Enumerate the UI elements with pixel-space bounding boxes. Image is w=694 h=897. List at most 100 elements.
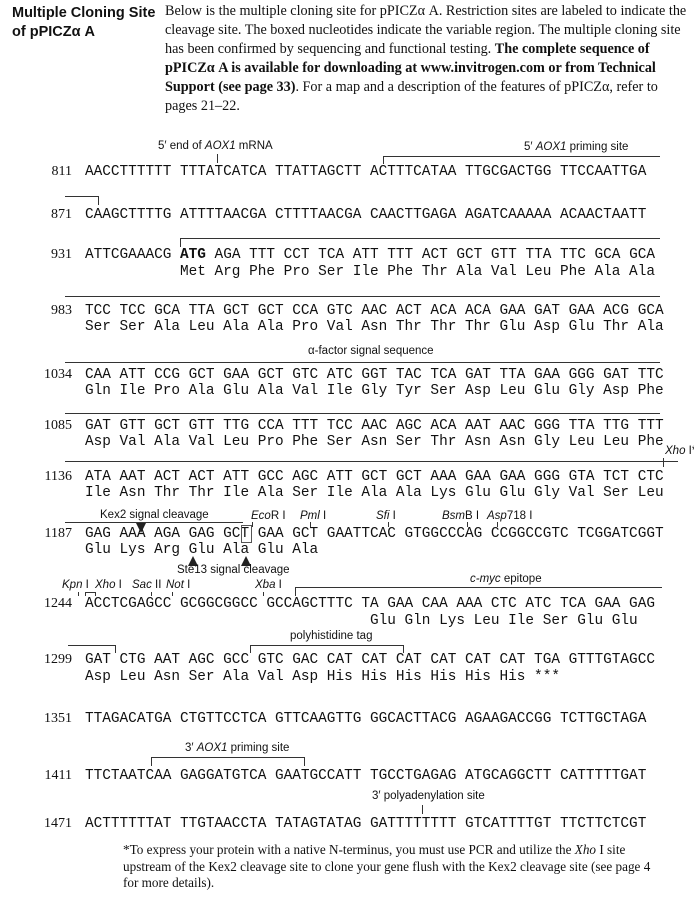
- amino-acid-line: Met Arg Phe Pro Ser Ile Phe Thr Ala Val …: [85, 264, 655, 280]
- alpha-factor-bracket: [65, 461, 678, 462]
- priming-site-bracket: [383, 156, 660, 157]
- label-xbai: Xba I: [255, 579, 282, 591]
- amino-acid-line: Ile Asn Thr Thr Ile Ala Ser Ile Ala Ala …: [85, 485, 664, 501]
- intro-bold-text: The complete sequence of pPICZα A is ava…: [165, 41, 656, 95]
- row-number: 811: [51, 164, 72, 179]
- label-polyadenylation: 3′ polyadenylation site: [372, 790, 485, 802]
- tick: [497, 522, 498, 527]
- alpha-factor-bracket: [65, 413, 660, 414]
- priming-site-bracket: [65, 196, 98, 197]
- row-number: 1411: [44, 768, 72, 783]
- label-sfii: Sfi I: [376, 510, 396, 522]
- tick: [388, 522, 389, 527]
- label-bsmbi: BsmB I: [442, 510, 480, 522]
- tick: [310, 522, 311, 527]
- tick: [252, 522, 253, 527]
- sequence-line: ATTCGAAACG ATG AGA TTT CCT TCA ATT TTT A…: [85, 247, 655, 263]
- label-kex2: Kex2 signal cleavage: [100, 509, 209, 521]
- label-pmli: Pml I: [300, 510, 327, 522]
- sequence-line: AACCTTTTTT TTTATCATCA TTATTAGCTT ACTTTCA…: [85, 164, 647, 180]
- amino-acid-line: Asp Leu Asn Ser Ala Val Asp His His His …: [85, 669, 560, 685]
- label-xhoi: Xho I: [95, 579, 122, 591]
- sequence-line: TCC TCC GCA TTA GCT GCT CCA GTC AAC ACT …: [85, 303, 664, 319]
- sequence-line: GAG AAA AGA GAG GCT GAA GCT GAATTCAC GTG…: [85, 526, 664, 542]
- intro-text: Below is the multiple cloning site for p…: [165, 3, 687, 57]
- alpha-factor-bracket: [180, 238, 660, 239]
- tick: [663, 458, 664, 467]
- tick: [78, 592, 79, 596]
- seq-pre: ATTCGAAACG: [85, 247, 180, 263]
- page-title: Multiple Cloning Site of pPICZα A: [12, 5, 156, 40]
- priming-site-bracket: [151, 757, 304, 758]
- alpha-factor-bracket: [65, 522, 243, 523]
- seq-post: AGA TTT CCT TCA ATT TTT ACT GCT GTT TTA …: [205, 247, 655, 263]
- label-c-myc: c-myc epitope: [470, 573, 542, 585]
- row-number: 1244: [44, 596, 72, 611]
- label-sacii: Sac II: [132, 579, 162, 591]
- label-kpni: Kpn I: [62, 579, 89, 591]
- tick: [403, 645, 404, 653]
- tick: [250, 645, 251, 653]
- sequence-line: TTCTAATCAA GAGGATGTCA GAATGCCATT TGCCTGA…: [85, 768, 647, 784]
- tick: [85, 592, 86, 596]
- row-number: 1299: [44, 652, 72, 667]
- footnote: *To express your protein with a native N…: [123, 842, 651, 890]
- amino-acid-line: Gln Ile Pro Ala Glu Ala Val Ile Gly Tyr …: [85, 383, 664, 399]
- label-noti: Not I: [166, 579, 191, 591]
- tick: [95, 592, 96, 596]
- tick: [98, 196, 99, 205]
- sequence-line: ATA AAT ACT ACT ATT GCC AGC ATT GCT GCT …: [85, 469, 664, 485]
- tick: [467, 522, 468, 527]
- amino-acid-line: Glu Gln Lys Leu Ile Ser Glu Glu: [85, 613, 638, 629]
- tick: [217, 154, 218, 163]
- row-number: 1136: [44, 469, 72, 484]
- sequence-line: ACTTTTTTAT TTGTAACCTA TATAGTATAG GATTTTT…: [85, 816, 647, 832]
- sequence-line: TTAGACATGA CTGTTCCTCA GTTCAAGTTG GGCACTT…: [85, 711, 647, 727]
- row-number: 871: [51, 207, 72, 222]
- sequence-line: GAT GTT GCT GTT TTG CCA TTT TCC AAC AGC …: [85, 418, 664, 434]
- row-number: 1034: [44, 367, 72, 382]
- ste13-cleavage-arrow: [241, 556, 251, 566]
- tick: [151, 592, 152, 596]
- label-polyhistidine: polyhistidine tag: [290, 630, 373, 642]
- row-number: 1351: [44, 711, 72, 726]
- c-myc-bracket: [68, 645, 116, 646]
- tick: [151, 757, 152, 766]
- tick: [115, 645, 116, 653]
- sequence-line: CAA ATT CCG GCT GAA GCT GTC ATC GGT TAC …: [85, 367, 664, 383]
- intro-text-end: . For a map and a description of the fea…: [165, 79, 658, 114]
- label-alpha-factor: α-factor signal sequence: [308, 345, 434, 357]
- amino-acid-line: Asp Val Ala Val Leu Pro Phe Ser Asn Ser …: [85, 434, 664, 450]
- intro-paragraph: Below is the multiple cloning site for p…: [165, 2, 690, 116]
- label-asp718i: Asp718 I: [487, 510, 533, 522]
- kex2-cleavage-arrow: [136, 523, 146, 533]
- label-3-aox1-priming: 3′ AOX1 priming site: [185, 742, 290, 754]
- amino-acid-line: Glu Lys Arg Glu Ala Glu Ala: [85, 542, 319, 558]
- variable-region-box: [241, 525, 252, 543]
- label-ste13: Ste13 signal cleavage: [177, 564, 290, 576]
- tick: [383, 156, 384, 164]
- row-number: 1187: [44, 526, 72, 541]
- tick: [304, 757, 305, 766]
- row-number: 931: [51, 247, 72, 262]
- label-5-aox1-priming: 5′ AOX1 priming site: [524, 141, 629, 153]
- label-xho-star: Xho I*: [665, 445, 694, 457]
- row-number: 1471: [44, 816, 72, 831]
- tick: [172, 592, 173, 596]
- amino-acid-line: Ser Ser Ala Leu Ala Ala Pro Val Asn Thr …: [85, 319, 664, 335]
- start-codon: ATG: [180, 247, 206, 263]
- row-number: 1085: [44, 418, 72, 433]
- tick: [180, 238, 181, 247]
- sequence-line: CAAGCTTTTG ATTTTAACGA CTTTTAACGA CAACTTG…: [85, 207, 647, 223]
- sequence-line: ACCTCGAGCC GCGGCGGCC GCCAGCTTTC TA GAA C…: [85, 596, 655, 612]
- ste13-cleavage-arrow: [188, 556, 198, 566]
- c-myc-bracket: [295, 587, 662, 588]
- label-ecori: EcoR I: [251, 510, 286, 522]
- polyhistidine-bracket: [250, 645, 404, 646]
- alpha-factor-bracket: [65, 296, 660, 297]
- alpha-factor-bracket: [65, 362, 660, 363]
- tick: [295, 587, 296, 596]
- tick: [422, 805, 423, 814]
- row-number: 983: [51, 303, 72, 318]
